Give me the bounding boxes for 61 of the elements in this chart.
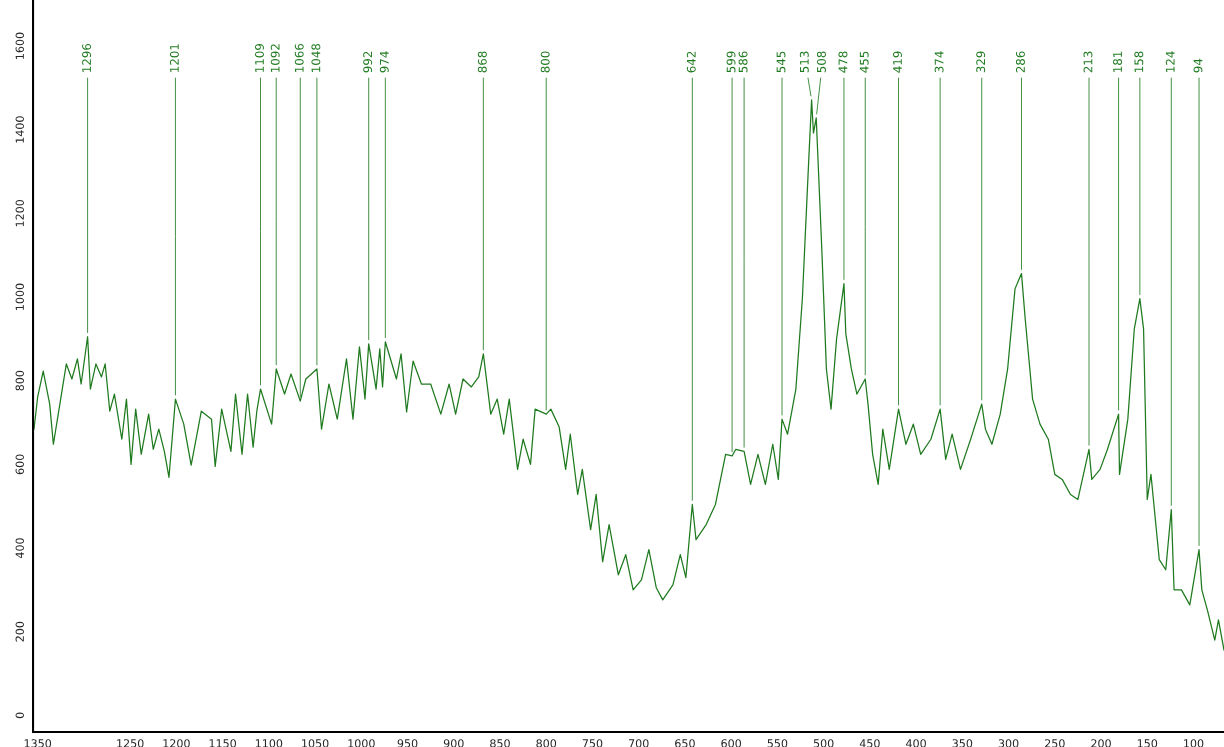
x-tick-label: 1000 bbox=[348, 739, 375, 747]
x-tick-label: 700 bbox=[629, 739, 649, 747]
x-tick-label: 150 bbox=[1137, 739, 1158, 747]
x-tick-label: 300 bbox=[998, 739, 1019, 747]
x-tick-label: 1150 bbox=[209, 739, 236, 747]
annotation: 586 bbox=[738, 51, 748, 73]
annotation: 1201 bbox=[169, 44, 179, 72]
annotation: 599 bbox=[726, 51, 736, 73]
annotation: 642 bbox=[686, 51, 696, 73]
annotation: 868 bbox=[477, 51, 487, 73]
y-tick-label: 1600 bbox=[15, 32, 24, 59]
x-tick-label: 600 bbox=[721, 739, 742, 747]
x-tick-label: 500 bbox=[813, 739, 834, 747]
annotation: 513 bbox=[799, 51, 809, 73]
annotation: 478 bbox=[838, 51, 848, 73]
x-tick-label: 1200 bbox=[163, 739, 190, 747]
x-tick-label: 800 bbox=[536, 739, 557, 747]
annotation: 1092 bbox=[270, 44, 280, 72]
annotation: 286 bbox=[1016, 51, 1025, 73]
annotation: 329 bbox=[976, 51, 986, 73]
x-tick-label: 350 bbox=[952, 739, 973, 747]
y-tick-label: 1400 bbox=[15, 116, 24, 143]
annotation: 213 bbox=[1083, 51, 1093, 73]
annotation: 800 bbox=[540, 51, 550, 73]
x-tick-label: 750 bbox=[582, 739, 603, 747]
annotation: 974 bbox=[379, 51, 389, 73]
x-tick-label: 100 bbox=[1184, 739, 1204, 747]
y-tick-label: 800 bbox=[15, 370, 24, 391]
y-tick-label: 200 bbox=[15, 621, 24, 642]
x-tick-label: 1250 bbox=[117, 739, 144, 747]
annotation: 455 bbox=[859, 51, 869, 73]
x-tick-label: 950 bbox=[397, 739, 418, 747]
annotation: 124 bbox=[1165, 51, 1175, 72]
y-tick-label: 1200 bbox=[15, 199, 24, 227]
x-tick-label: 650 bbox=[675, 739, 695, 747]
x-tick-label: 900 bbox=[443, 739, 464, 747]
x-tick-label: 200 bbox=[1091, 739, 1111, 747]
x-tick-label: 850 bbox=[490, 739, 510, 747]
annotation: 181 bbox=[1113, 51, 1123, 72]
y-tick-label: 600 bbox=[15, 454, 24, 475]
annotation: 94 bbox=[1193, 58, 1203, 73]
annotation: 545 bbox=[776, 51, 786, 73]
x-tick-label: 450 bbox=[859, 739, 880, 747]
annotation: 1109 bbox=[255, 43, 264, 72]
y-tick-label: 0 bbox=[15, 712, 24, 719]
annotation: 508 bbox=[816, 51, 826, 73]
annotation: 419 bbox=[893, 51, 902, 73]
annotation: 992 bbox=[363, 51, 373, 73]
x-tick-label: 250 bbox=[1045, 739, 1065, 747]
annotation: 1048 bbox=[311, 43, 321, 72]
annotation: 1066 bbox=[294, 43, 304, 72]
annotation: 1296 bbox=[82, 43, 92, 72]
y-tick-label: 1000 bbox=[15, 283, 24, 310]
x-tick-label: 1350 bbox=[24, 739, 52, 747]
y-tick-label: 400 bbox=[15, 538, 24, 559]
x-tick-label: 550 bbox=[767, 739, 788, 747]
annotation: 158 bbox=[1134, 51, 1144, 72]
x-tick-label: 1100 bbox=[255, 739, 283, 747]
annotation: 374 bbox=[934, 51, 944, 73]
x-tick-label: 400 bbox=[906, 739, 926, 747]
x-tick-label: 1050 bbox=[302, 739, 329, 747]
